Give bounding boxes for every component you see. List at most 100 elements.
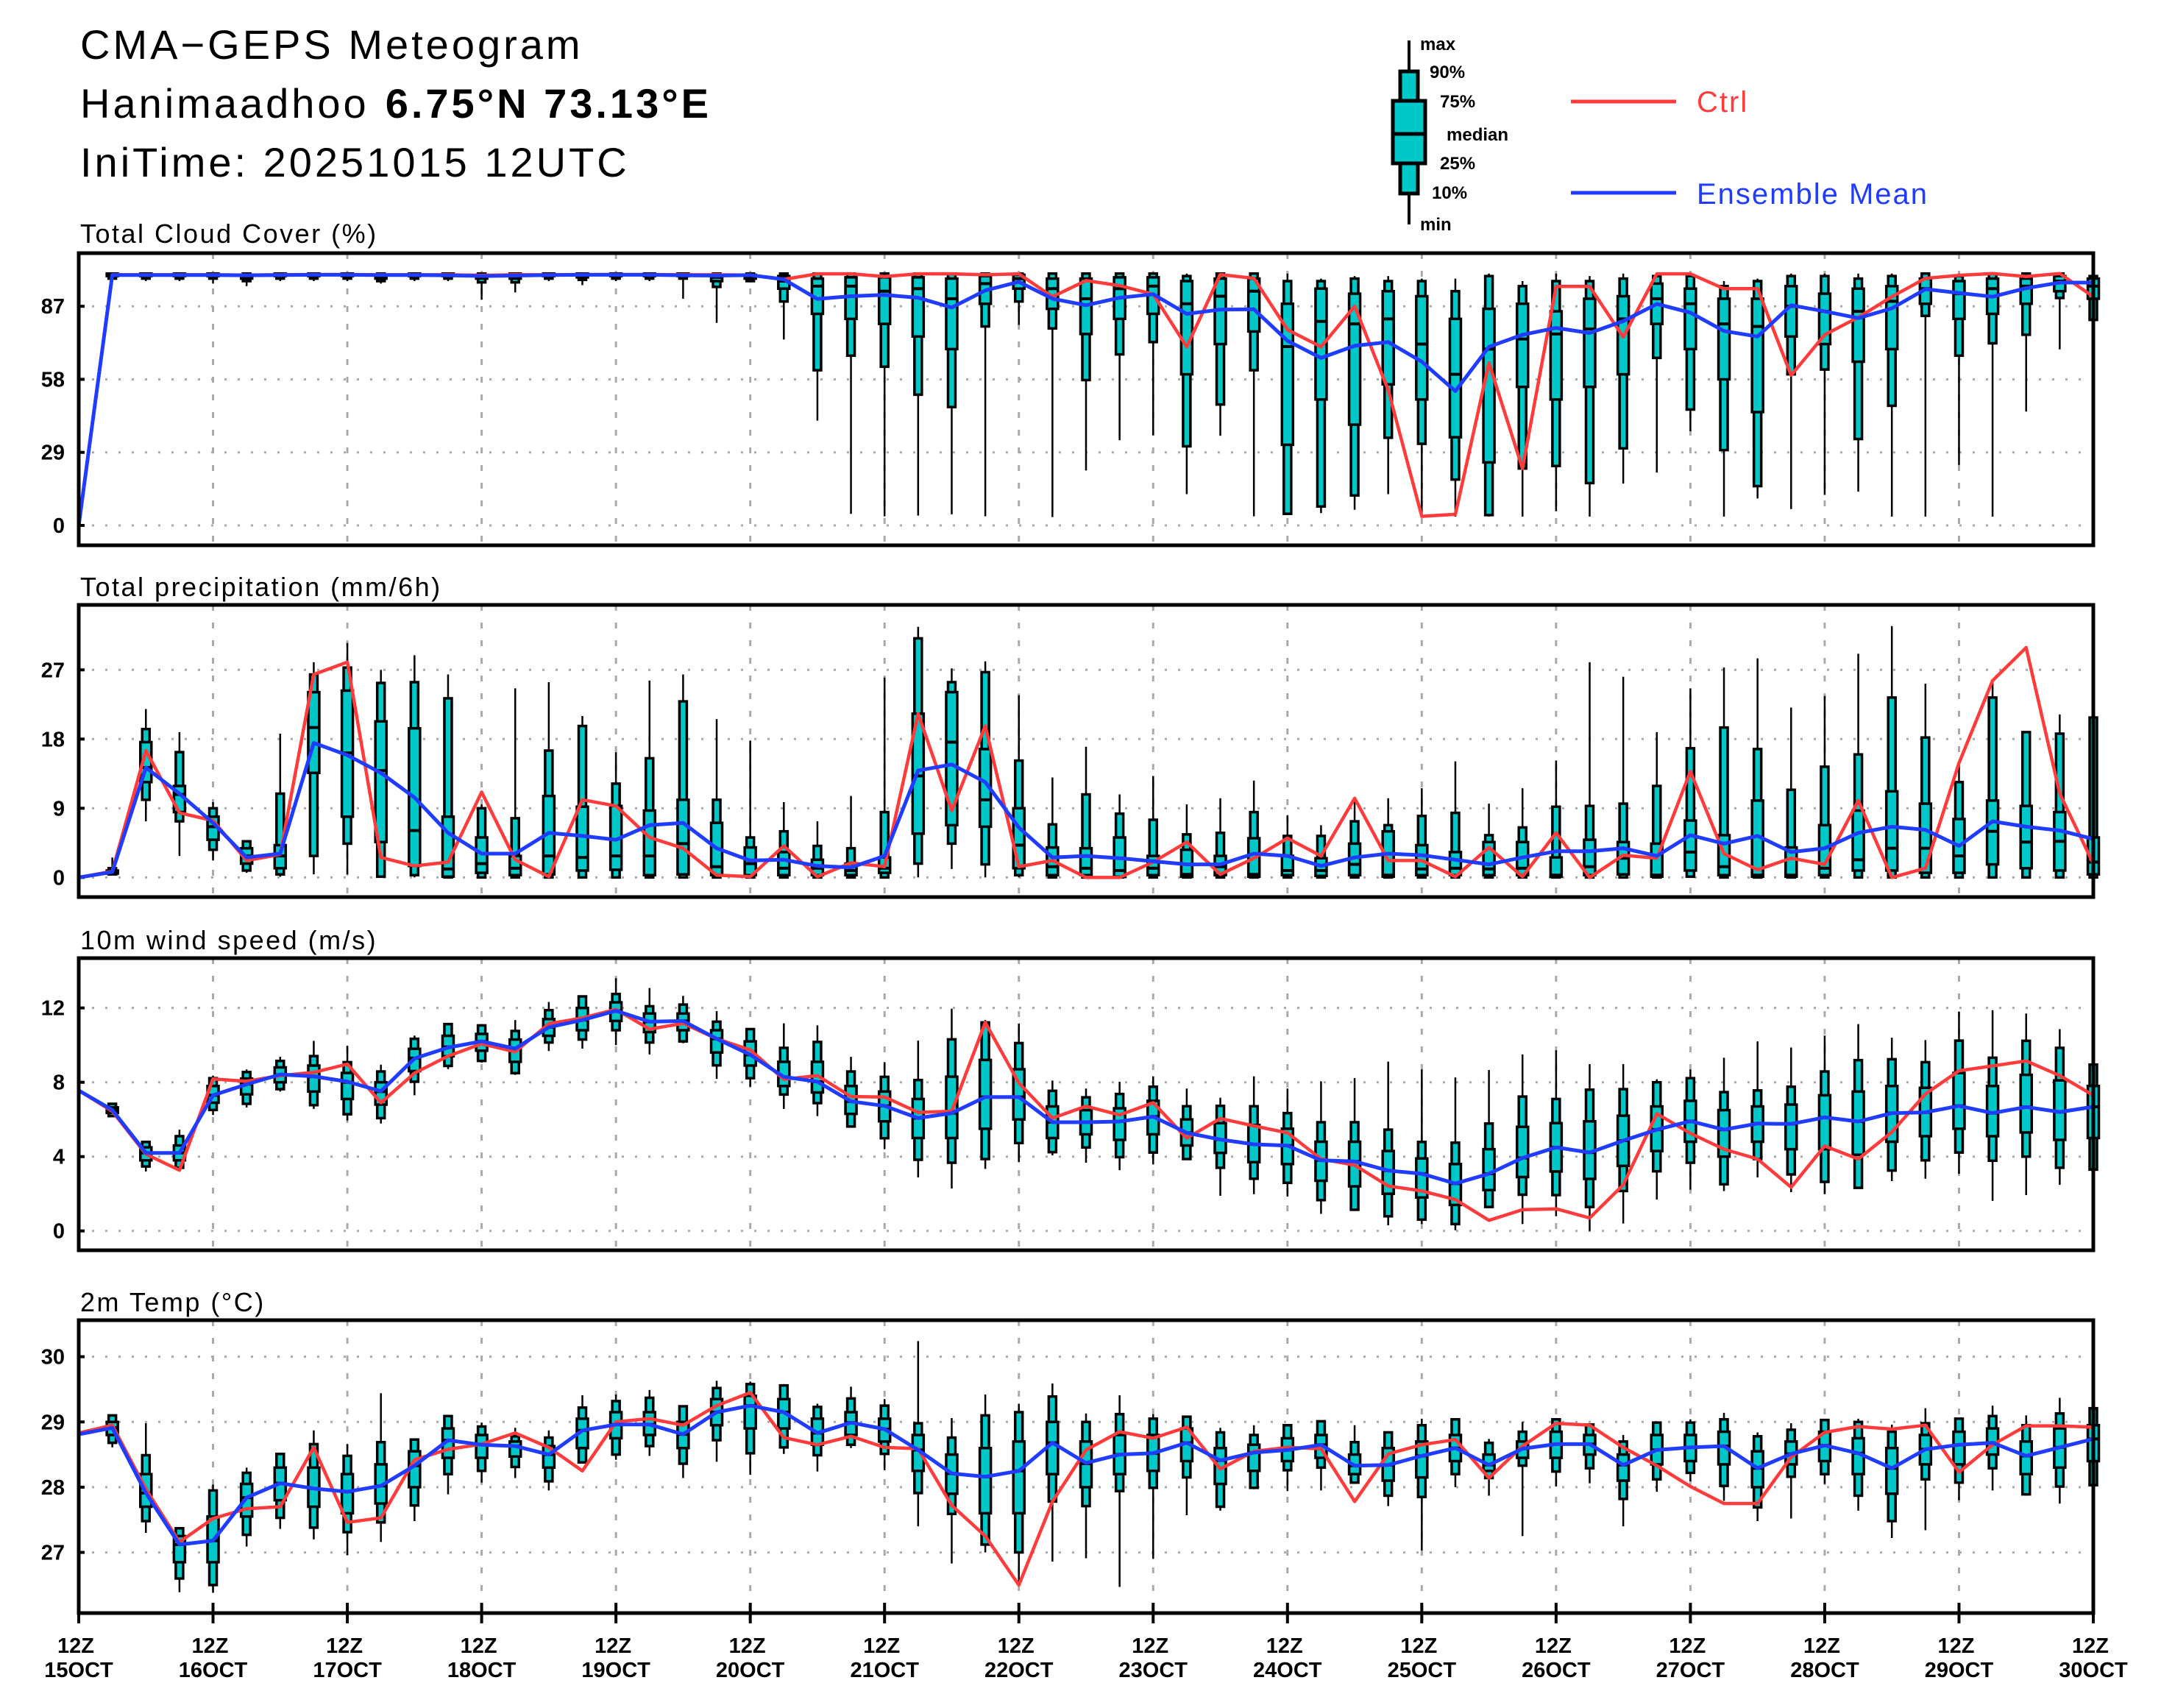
x-tick-label-time: 12Z	[2072, 1634, 2109, 1658]
y-tick-label: 18	[41, 728, 65, 751]
box-plot	[676, 272, 690, 299]
box-plot	[1784, 1047, 1798, 1192]
box-quartile	[1415, 1440, 1429, 1479]
box-plot	[1146, 776, 1160, 879]
box-quartile	[340, 1071, 355, 1101]
box-plot	[1280, 815, 1295, 879]
box-quartile	[1884, 790, 1899, 872]
box-plot	[1314, 1081, 1328, 1214]
box-quartile	[1616, 1453, 1630, 1482]
box-plot	[1012, 1023, 1026, 1163]
box-p10-p90	[1719, 726, 1729, 879]
legend-p25-label: 25%	[1440, 154, 1475, 174]
box-quartile	[676, 798, 690, 876]
box-plot	[2053, 714, 2067, 879]
x-tick-label-date: 26OCT	[1522, 1659, 1591, 1682]
x-axis: 12Z15OCT12Z16OCT12Z17OCT12Z18OCT12Z19OCT…	[44, 1603, 2128, 1682]
box-plot	[2019, 731, 2033, 879]
x-tick-label-time: 12Z	[1400, 1634, 1437, 1658]
box-quartile	[1012, 807, 1026, 870]
box-plot	[1246, 1076, 1261, 1194]
box-plot	[1415, 278, 1429, 517]
box-plot	[676, 674, 690, 879]
box-plot	[273, 1452, 288, 1529]
box-plot	[709, 272, 724, 323]
box-plot	[1918, 272, 1933, 517]
box-plot	[1583, 276, 1597, 517]
ensemble-mean-series-line	[78, 1403, 2094, 1547]
box-plot	[1817, 273, 1832, 495]
box-quartile	[743, 1395, 757, 1430]
box-plot	[1113, 1395, 1126, 1587]
box-quartile	[1179, 280, 1194, 376]
box-p10-p90	[1148, 818, 1159, 879]
box-plot	[1717, 280, 1731, 517]
legend-ctrl-label: Ctrl	[1697, 86, 1748, 118]
x-tick-label-date: 27OCT	[1656, 1659, 1725, 1682]
y-tick-label: 30	[41, 1346, 65, 1369]
x-tick-label-date: 15OCT	[44, 1659, 113, 1682]
box-quartile	[1415, 294, 1429, 401]
box-plot	[1515, 1054, 1530, 1225]
box-plot	[441, 1414, 455, 1495]
box-plot	[1583, 1063, 1597, 1231]
x-tick-label-date: 22OCT	[984, 1659, 1054, 1682]
box-quartile	[1683, 819, 1697, 872]
box-plot	[1046, 1383, 1060, 1562]
box-plot	[1448, 1417, 1463, 1487]
box-quartile	[1884, 1446, 1899, 1495]
box-quartile	[1750, 297, 1764, 414]
box-quartile	[1952, 1430, 1966, 1466]
legend: max 90% 75% median 25% 10% min Ctrl Ense…	[1391, 35, 1927, 235]
legend-max-label: max	[1420, 35, 1456, 54]
panel-frame	[77, 251, 2096, 548]
box-plot	[1515, 1422, 1530, 1537]
box-plot	[1650, 1079, 1664, 1200]
ctrl-series-line	[78, 645, 2096, 879]
box-plot	[374, 1064, 388, 1124]
x-tick-label-date: 19OCT	[581, 1659, 650, 1682]
box-plot	[1213, 1097, 1227, 1197]
box-plot	[1683, 1419, 1697, 1481]
x-tick-label-time: 12Z	[595, 1634, 631, 1658]
box-plot	[676, 1405, 690, 1478]
x-tick-label-date: 29OCT	[1925, 1659, 1994, 1682]
box-quartile	[1851, 809, 1865, 872]
box-plot	[1113, 1081, 1126, 1171]
box-plot	[1549, 273, 1564, 511]
x-tick-label-date: 17OCT	[313, 1659, 382, 1682]
box-quartile	[1347, 292, 1362, 426]
box-plot	[1952, 1011, 1966, 1174]
box-quartile	[2019, 1073, 2033, 1134]
box-plot	[1314, 278, 1328, 514]
y-tick-label: 87	[41, 295, 65, 319]
box-plot	[1851, 653, 1865, 879]
x-tick-label-time: 12Z	[1535, 1634, 1572, 1658]
box-plot	[877, 272, 892, 517]
box-plot	[1851, 273, 1865, 492]
box-plot	[1415, 788, 1429, 879]
x-tick-label-time: 12Z	[1132, 1634, 1168, 1658]
box-plot	[709, 719, 724, 879]
box-plot	[1583, 662, 1597, 879]
box-plot	[1347, 276, 1362, 510]
box-plot	[1985, 679, 2000, 879]
box-plot	[1280, 1088, 1295, 1197]
box-plot	[1079, 1413, 1093, 1559]
box-plot	[1280, 273, 1295, 515]
box-plot	[1884, 1038, 1899, 1182]
box-quartile	[877, 276, 892, 325]
box-plot	[1515, 280, 1530, 517]
box-quartile	[1717, 1108, 1731, 1158]
box-plot	[978, 661, 993, 878]
box-plot	[1515, 788, 1530, 879]
panel-1: Total Cloud Cover (%) 0 29 58 87	[41, 219, 2101, 548]
box-plot	[1851, 1418, 1865, 1511]
box-plot	[1347, 797, 1362, 879]
box-plot	[340, 1444, 355, 1556]
box-plot	[1717, 1412, 1731, 1501]
box-plot	[1179, 1088, 1194, 1160]
box-plot	[1482, 1439, 1496, 1496]
box-plot	[408, 655, 422, 878]
x-tick-label-time: 12Z	[192, 1634, 229, 1658]
